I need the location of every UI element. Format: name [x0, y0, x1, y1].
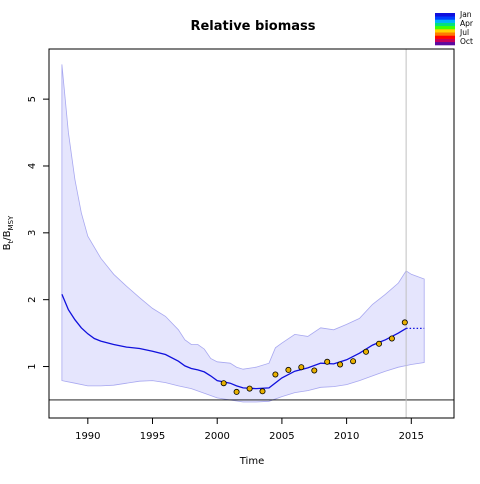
confidence-band-area	[61, 64, 425, 403]
legend-color-segment	[435, 13, 455, 17]
observation-point	[375, 340, 382, 347]
observation-point	[350, 358, 357, 365]
observation-point	[401, 319, 408, 326]
observation-point	[272, 371, 279, 378]
observation-point	[220, 380, 227, 387]
legend-label: Apr	[460, 19, 474, 28]
observation-point	[362, 348, 369, 355]
y-axis-label-sep: /B	[2, 230, 13, 240]
reference-lines	[49, 49, 454, 418]
x-tick-label: 2005	[269, 431, 294, 442]
x-tick-label: 1990	[75, 431, 100, 442]
legend-label: Jul	[459, 28, 469, 37]
y-axis-label-base: B	[2, 243, 13, 250]
legend-color-segment	[435, 16, 455, 20]
x-tick-label: 2010	[334, 431, 359, 442]
confidence-band	[61, 64, 425, 403]
x-tick-label: 2015	[399, 431, 424, 442]
observation-points	[220, 319, 408, 395]
legend-label: Jan	[459, 10, 472, 19]
legend-label: Oct	[460, 37, 473, 46]
observation-point	[388, 335, 395, 342]
legend-color-segment	[435, 22, 455, 27]
legend-color-segment	[435, 35, 455, 39]
legend-color-segment	[435, 38, 455, 43]
legend-color-segment	[435, 19, 455, 23]
observation-point	[259, 388, 266, 395]
observation-point	[298, 364, 305, 371]
y-tick-label: 1	[27, 363, 38, 369]
y-tick-label: 3	[27, 230, 38, 236]
legend-color-segment	[435, 41, 455, 46]
legend-color-segment	[435, 29, 455, 33]
legend-color-segment	[435, 32, 455, 36]
plot-frame	[48, 48, 455, 419]
y-tick-label: 2	[27, 296, 38, 302]
y-axis-label-sub2: MSY	[7, 215, 15, 230]
x-axis-label: Time	[239, 456, 264, 467]
y-tick-label: 4	[27, 163, 38, 169]
observation-point	[337, 361, 344, 368]
x-tick-label: 1995	[140, 431, 165, 442]
observation-point	[311, 367, 318, 374]
observation-point	[324, 358, 331, 365]
y-axis: 1 2 3 4 5	[27, 96, 49, 370]
y-axis-label: Bt/BMSY	[2, 215, 15, 250]
chart-title: Relative biomass	[190, 19, 315, 34]
y-axis-label-sub1: t	[7, 240, 15, 243]
x-axis: 1990 1995 2000 2005 2010 2015	[75, 418, 424, 442]
x-tick-label: 2000	[204, 431, 229, 442]
observation-point	[246, 385, 253, 392]
y-tick-label: 5	[27, 96, 38, 102]
observation-point	[285, 366, 292, 373]
observation-point	[233, 388, 240, 395]
legend-color-segment	[435, 25, 455, 30]
